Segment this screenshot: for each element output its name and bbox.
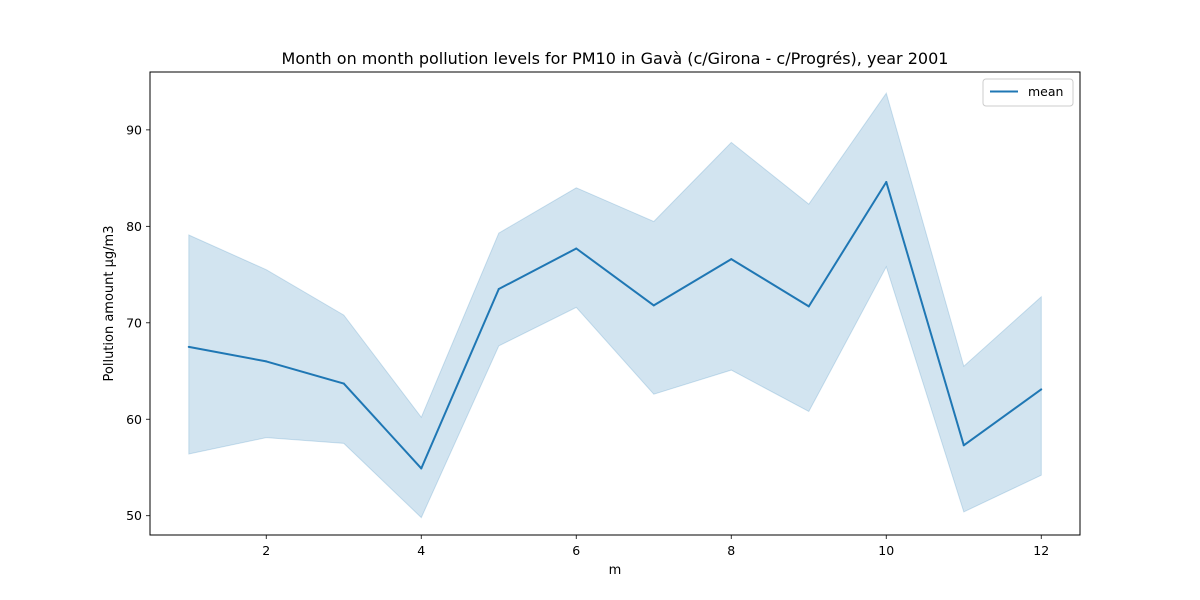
data-point — [575, 247, 578, 250]
y-axis-ticks: 50 60 70 80 90 — [126, 122, 150, 523]
y-tick-label: 60 — [126, 412, 142, 427]
x-axis-ticks: 2 4 6 8 10 12 — [262, 535, 1049, 558]
data-point — [1040, 388, 1043, 391]
x-tick-label: 4 — [417, 543, 425, 558]
data-point — [420, 467, 423, 470]
data-point — [342, 382, 345, 385]
data-point — [730, 258, 733, 261]
legend: mean — [982, 78, 1074, 107]
legend-label-mean: mean — [1028, 84, 1063, 99]
y-tick-label: 90 — [126, 122, 142, 137]
y-tick-label: 50 — [126, 508, 142, 523]
data-point — [885, 180, 888, 183]
data-point — [962, 444, 965, 447]
chart-title: Month on month pollution levels for PM10… — [282, 49, 949, 68]
y-tick-label: 80 — [126, 219, 142, 234]
axes-frame — [149, 71, 1081, 536]
legend-box — [982, 78, 1074, 107]
x-tick-label: 12 — [1033, 543, 1049, 558]
plot-area — [187, 92, 1043, 519]
data-point — [265, 360, 268, 363]
x-tick-label: 2 — [262, 543, 270, 558]
x-tick-label: 10 — [878, 543, 894, 558]
y-tick-label: 70 — [126, 315, 142, 330]
data-point — [497, 288, 500, 291]
data-point — [807, 305, 810, 308]
x-tick-label: 8 — [727, 543, 735, 558]
y-axis-label: Pollution amount µg/m3 — [102, 226, 117, 382]
x-tick-label: 6 — [572, 543, 580, 558]
confidence-band — [188, 92, 1042, 519]
data-point — [187, 345, 190, 348]
data-point — [652, 304, 655, 307]
x-axis-label: m — [609, 563, 622, 578]
mean-series-line — [188, 181, 1042, 470]
